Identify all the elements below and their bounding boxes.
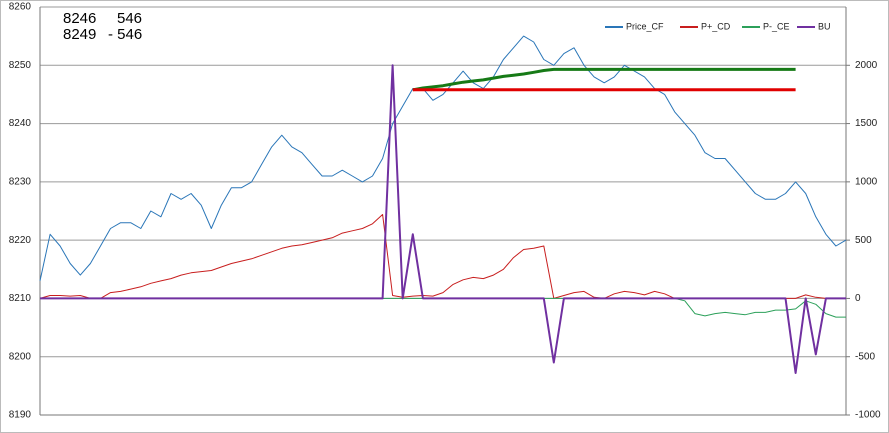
annotation: 8246 xyxy=(63,10,96,27)
y-tick-label: 8260 xyxy=(9,2,32,13)
y-tick-label: 8230 xyxy=(9,176,32,187)
annotation: - 546 xyxy=(108,26,142,43)
y2-tick-label: -1000 xyxy=(855,410,881,421)
y2-tick-label: 1000 xyxy=(855,176,878,187)
series-line xyxy=(39,35,847,282)
y2-tick-label: -500 xyxy=(855,351,875,362)
legend-label: P+_CD xyxy=(701,21,731,31)
y-tick-label: 8210 xyxy=(9,293,32,304)
y-tick-label: 8220 xyxy=(9,235,32,246)
y-tick-label: 8200 xyxy=(9,351,32,362)
series-line xyxy=(40,64,846,374)
y-tick-label: 8190 xyxy=(9,410,32,421)
y-tick-label: 8250 xyxy=(9,60,32,71)
y2-tick-label: 2000 xyxy=(855,60,878,71)
series-line xyxy=(412,67,796,92)
legend-label: P-_CE xyxy=(763,21,790,31)
legend-label: Price_CF xyxy=(626,21,664,31)
y2-tick-label: 0 xyxy=(855,293,861,304)
y-tick-label: 8240 xyxy=(9,118,32,129)
annotation: 546 xyxy=(117,10,142,27)
legend-label: BU xyxy=(818,21,831,31)
y2-tick-label: 1500 xyxy=(855,118,878,129)
y2-tick-label: 500 xyxy=(855,235,872,246)
annotation: 8249 xyxy=(63,26,96,43)
